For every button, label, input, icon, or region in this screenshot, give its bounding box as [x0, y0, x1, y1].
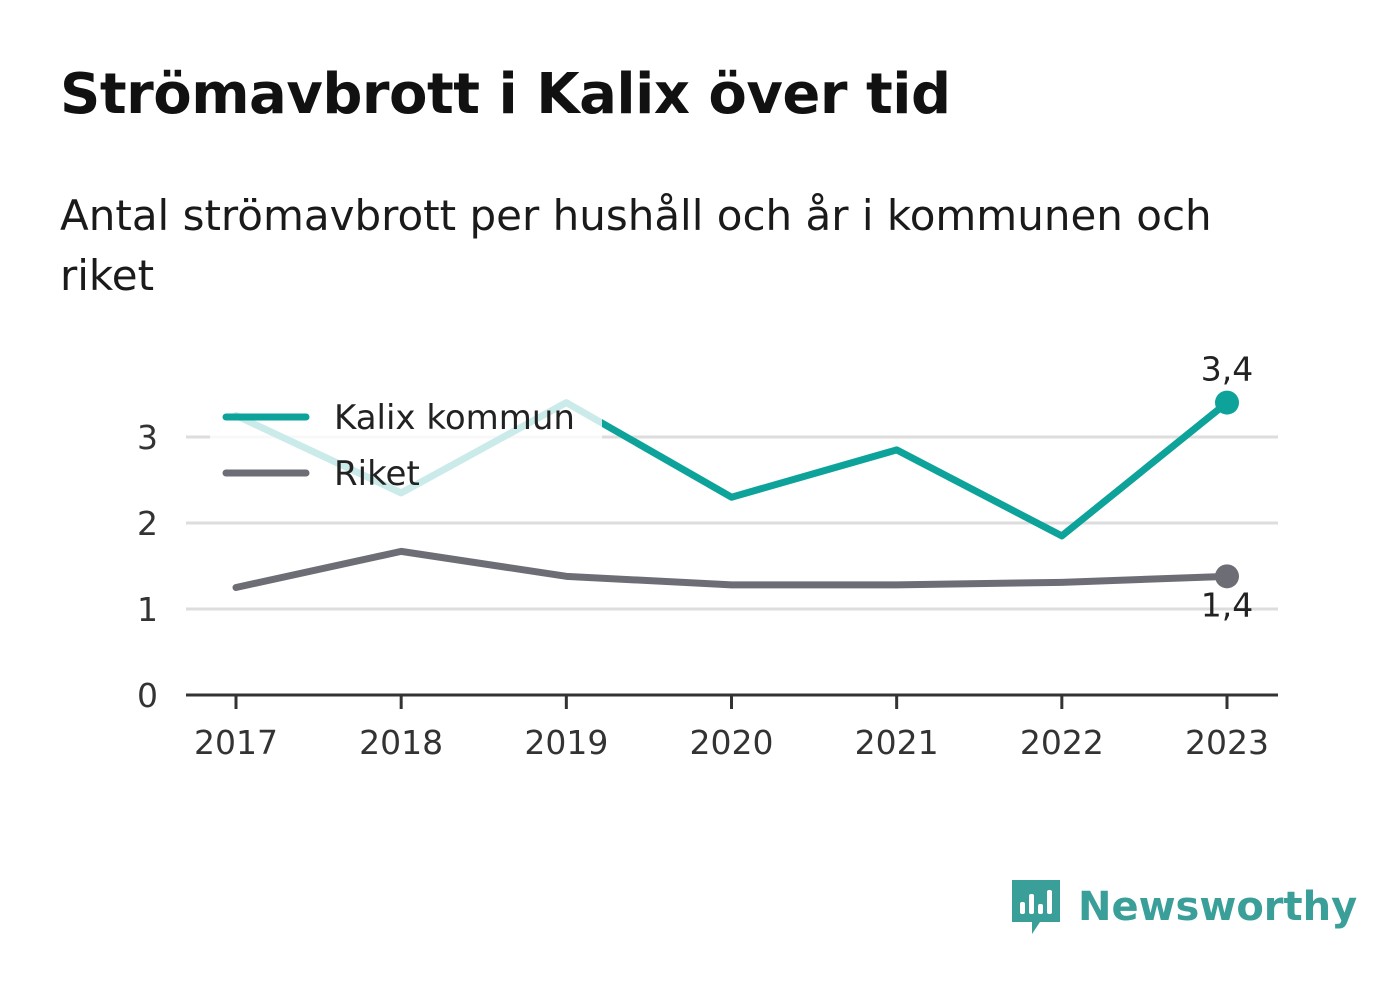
end-labels: 3,4 1,4	[1201, 350, 1253, 625]
brand-logo: Newsworthy	[1008, 876, 1357, 938]
chart-subtitle: Antal strömavbrott per hushåll och år i …	[60, 191, 1212, 300]
chart-title: Strömavbrott i Kalix över tid	[60, 62, 951, 127]
y-tick-label: 3	[137, 418, 158, 457]
x-tick-label: 2020	[690, 723, 774, 762]
brand-name: Newsworthy	[1078, 884, 1358, 930]
legend: Kalix kommun Riket	[210, 388, 602, 498]
x-tick-label: 2017	[194, 723, 278, 762]
legend-label: Riket	[334, 454, 420, 494]
y-tick-label: 2	[137, 504, 158, 543]
x-axis: 2017 2018 2019 2020 2021 2022 2023	[186, 693, 1278, 762]
x-tick-label: 2021	[855, 723, 939, 762]
data-label: 1,4	[1201, 585, 1253, 624]
legend-background	[210, 388, 602, 498]
newsworthy-logo-icon	[1012, 880, 1060, 934]
end-point-marker	[1215, 564, 1239, 589]
y-axis: 0 1 2 3	[137, 418, 158, 715]
x-tick-label: 2018	[359, 723, 443, 762]
x-tick-label: 2022	[1020, 723, 1104, 762]
series-line-riket	[232, 547, 1231, 591]
y-tick-label: 0	[137, 676, 158, 715]
y-tick-label: 1	[137, 590, 158, 629]
data-label: 3,4	[1201, 350, 1253, 389]
x-tick-label: 2019	[524, 723, 608, 762]
end-point-marker	[1215, 390, 1239, 415]
x-tick-label: 2023	[1185, 723, 1269, 762]
legend-label: Kalix kommun	[334, 398, 575, 438]
